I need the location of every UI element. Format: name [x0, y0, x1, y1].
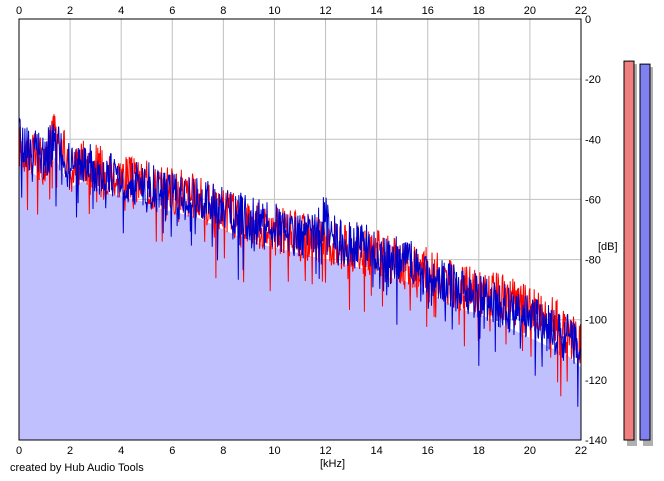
x-tick-label-top: 2: [67, 5, 73, 17]
x-tick-label-bottom: 16: [422, 445, 434, 457]
y-tick-label: -120: [585, 375, 607, 387]
level-meter-bar: [639, 63, 651, 441]
x-tick-label-bottom: 12: [319, 445, 331, 457]
series-blue-line: [18, 116, 582, 407]
y-tick-label: -80: [585, 255, 601, 267]
x-tick-label-bottom: 10: [268, 445, 280, 457]
x-tick-label-bottom: 2: [67, 445, 73, 457]
x-tick-label-bottom: 4: [118, 445, 124, 457]
y-tick-label: -20: [585, 74, 601, 86]
y-tick-label: -40: [585, 134, 601, 146]
x-tick-label-bottom: 20: [524, 445, 536, 457]
x-tick-label-top: 0: [16, 5, 22, 17]
y-tick-label: -100: [585, 315, 607, 327]
level-meter-bar: [623, 60, 635, 441]
x-tick-label-top: 6: [169, 5, 175, 17]
x-tick-label-top: 12: [319, 5, 331, 17]
x-tick-label-bottom: 8: [220, 445, 226, 457]
level-meters: [623, 60, 653, 446]
x-tick-label-top: 4: [118, 5, 124, 17]
spectrum-fill: [19, 157, 581, 441]
y-tick-label: -60: [585, 194, 601, 206]
x-tick-label-top: 20: [524, 5, 536, 17]
y-tick-label: -140: [585, 435, 607, 447]
x-tick-label-top: 18: [473, 5, 485, 17]
x-tick-label-top: 14: [371, 5, 383, 17]
x-tick-label-bottom: 14: [371, 445, 383, 457]
x-tick-label-top: 10: [268, 5, 280, 17]
y-tick-label: 0: [585, 14, 591, 26]
plot-border: [18, 18, 582, 441]
y-axis-label: [dB]: [598, 241, 618, 253]
x-tick-label-bottom: 18: [473, 445, 485, 457]
footer-credit: created by Hub Audio Tools: [10, 462, 144, 474]
x-tick-label-top: 8: [220, 5, 226, 17]
x-tick-label-bottom: 0: [16, 445, 22, 457]
x-tick-label-top: 22: [575, 5, 587, 17]
x-tick-label-bottom: 6: [169, 445, 175, 457]
x-tick-label-top: 16: [422, 5, 434, 17]
x-axis-label: [kHz]: [320, 458, 345, 470]
x-tick-label-bottom: 22: [575, 445, 587, 457]
y-tick-labels: 0 -20 -40 -60 -80 -100 -120 -140: [585, 14, 607, 447]
